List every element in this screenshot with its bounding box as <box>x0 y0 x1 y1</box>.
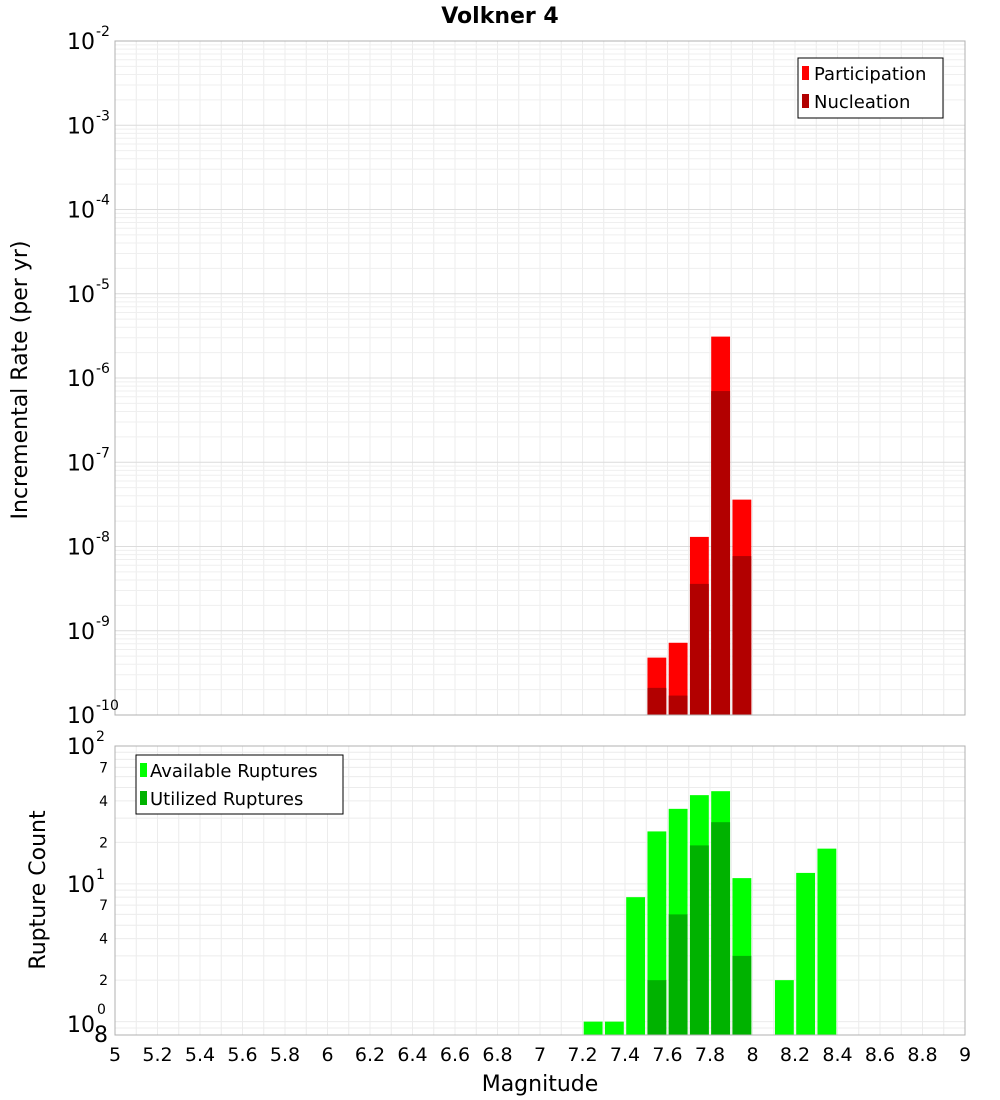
x-tick-label: 5.2 <box>142 1044 172 1066</box>
y-tick-label: 10 <box>67 199 95 224</box>
y-tick-label: 10 <box>67 30 95 55</box>
legend-swatch-participation <box>802 66 809 80</box>
x-tick-label: 7 <box>534 1044 546 1066</box>
bar-utilized-ruptures <box>647 980 667 1035</box>
x-tick-label: 8.8 <box>907 1044 937 1066</box>
y-tick-exponent: 2 <box>96 729 105 745</box>
y-tick-label: 10 <box>67 536 95 561</box>
bar-utilized-ruptures <box>732 955 752 1035</box>
bottom-legend: Available Ruptures Utilized Ruptures <box>135 754 344 815</box>
top-chart-grid <box>114 41 966 716</box>
bar-available-ruptures <box>583 1021 603 1035</box>
x-tick-label: 5 <box>109 1044 121 1066</box>
bar-utilized-ruptures <box>668 914 688 1035</box>
bottom-legend-box <box>135 754 344 815</box>
y-tick-exponent: -4 <box>96 193 110 209</box>
x-tick-label: 5.4 <box>185 1044 215 1066</box>
x-tick-label: 5.8 <box>270 1044 300 1066</box>
bar-nucleation <box>732 556 752 715</box>
y-minor-tick-label: 2 <box>99 973 108 989</box>
y-tick-label: 10 <box>67 283 95 308</box>
x-tick-label: 8.6 <box>865 1044 895 1066</box>
x-tick-label: 7.6 <box>652 1044 682 1066</box>
top-plot-frame <box>114 40 966 716</box>
legend-label-available-ruptures: Available Ruptures <box>150 761 318 782</box>
x-tick-label: 6 <box>321 1044 333 1066</box>
bar-nucleation <box>647 687 667 715</box>
bottom-y-axis-label: Rupture Count <box>26 810 51 970</box>
legend-label-nucleation: Nucleation <box>814 92 910 113</box>
y-minor-tick-label: 4 <box>99 794 108 810</box>
y-tick-exponent: -9 <box>96 614 110 630</box>
y-tick-exponent: -5 <box>96 277 110 293</box>
legend-swatch-nucleation <box>802 94 809 108</box>
y-tick-label: 10 <box>67 367 95 392</box>
x-tick-label: 6.4 <box>397 1044 427 1066</box>
y-tick-exponent: -6 <box>96 361 110 377</box>
x-axis-label: Magnitude <box>482 1072 599 1097</box>
top-chart-bars <box>647 336 752 715</box>
y-minor-tick-label: 7 <box>99 760 108 776</box>
x-tick-label: 6.6 <box>440 1044 470 1066</box>
x-tick-label: 6.2 <box>355 1044 385 1066</box>
bottom-plot-frame <box>114 745 966 1036</box>
y-tick-label: 10 <box>67 451 95 476</box>
y-tick-label: 10 <box>67 620 95 645</box>
bottom-chart-bars <box>583 791 837 1035</box>
top-legend-box <box>797 57 944 119</box>
x-tick-label: 7.8 <box>695 1044 725 1066</box>
y-tick-label: 10 <box>67 735 95 760</box>
x-tick-label: 7.2 <box>567 1044 597 1066</box>
x-tick-labels: 5 5.2 5.4 5.6 5.8 6 6.2 6.4 6.6 6.8 7 7.2 7.4 7.6 7.8 8… <box>109 1044 971 1066</box>
y-tick-exponent: -8 <box>96 530 110 546</box>
y-minor-tick-label: 2 <box>99 835 108 851</box>
y-minor-tick-label: 8 <box>94 1023 108 1048</box>
top-legend: Participation Nucleation <box>797 57 944 119</box>
bar-utilized-ruptures <box>689 845 709 1035</box>
legend-swatch-available-ruptures <box>140 763 147 777</box>
y-tick-exponent: 1 <box>96 867 105 883</box>
top-y-tick-labels: 10-210-310-410-510-610-710-810-910-10 <box>67 24 119 729</box>
bar-nucleation <box>689 583 709 715</box>
y-tick-exponent: -2 <box>96 24 110 40</box>
bar-available-ruptures <box>817 848 837 1035</box>
y-tick-label: 10 <box>67 873 95 898</box>
bar-available-ruptures <box>796 872 816 1035</box>
bar-available-ruptures <box>774 980 794 1035</box>
bar-available-ruptures <box>604 1021 624 1035</box>
bar-nucleation <box>711 391 731 715</box>
legend-label-utilized-ruptures: Utilized Ruptures <box>150 789 303 810</box>
x-tick-label: 8 <box>746 1044 758 1066</box>
y-tick-label: 10 <box>67 704 95 729</box>
y-tick-exponent: 0 <box>97 1002 106 1018</box>
x-tick-label: 9 <box>959 1044 971 1066</box>
top-y-axis-label: Incremental Rate (per yr) <box>8 241 33 520</box>
y-tick-exponent: -3 <box>96 108 110 124</box>
x-tick-label: 7.4 <box>610 1044 640 1066</box>
x-tick-label: 6.8 <box>482 1044 512 1066</box>
y-tick-exponent: -7 <box>96 445 110 461</box>
bar-nucleation <box>668 695 688 715</box>
chart-title: Volkner 4 <box>441 4 559 29</box>
y-tick-exponent: -10 <box>96 698 119 714</box>
x-tick-label: 8.2 <box>780 1044 810 1066</box>
legend-label-participation: Participation <box>814 64 926 85</box>
y-minor-tick-label: 7 <box>99 898 108 914</box>
bar-available-ruptures <box>626 897 646 1035</box>
y-minor-tick-label: 4 <box>99 932 108 948</box>
y-tick-label: 10 <box>67 1013 95 1038</box>
bar-utilized-ruptures <box>711 822 731 1035</box>
y-tick-label: 10 <box>67 114 95 139</box>
legend-swatch-utilized-ruptures <box>140 791 147 805</box>
x-tick-label: 8.4 <box>822 1044 852 1066</box>
x-tick-label: 5.6 <box>227 1044 257 1066</box>
